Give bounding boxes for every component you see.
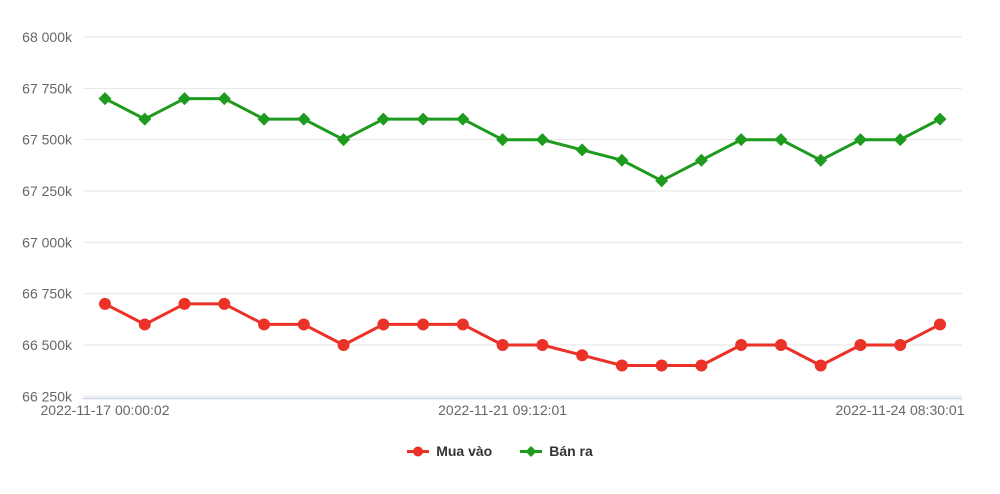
data-point-marker[interactable] [297, 318, 310, 331]
data-point-marker[interactable] [853, 133, 867, 147]
data-point-marker[interactable] [734, 133, 748, 147]
data-point-marker[interactable] [138, 318, 151, 331]
data-point-marker[interactable] [615, 153, 629, 167]
x-axis-tick-label: 2022-11-17 00:00:02 [41, 402, 170, 418]
data-point-marker[interactable] [933, 112, 947, 126]
x-axis-tick-label: 2022-11-21 09:12:01 [438, 402, 567, 418]
data-point-marker[interactable] [376, 112, 390, 126]
data-point-marker[interactable] [934, 318, 946, 331]
data-point-marker[interactable] [377, 318, 390, 331]
data-point-marker[interactable] [138, 112, 152, 126]
legend-item-ban-ra[interactable]: Bán ra [520, 443, 593, 459]
y-axis-tick-label: 66 500k [22, 337, 73, 353]
x-axis-tick-label: 2022-11-24 08:30:01 [836, 402, 965, 418]
data-point-marker[interactable] [576, 349, 589, 362]
legend-label: Mua vào [436, 443, 493, 459]
data-point-marker[interactable] [814, 359, 827, 372]
data-point-marker[interactable] [814, 153, 828, 167]
data-point-marker[interactable] [337, 133, 351, 147]
data-point-marker[interactable] [536, 338, 549, 351]
legend-circle-marker-icon [407, 446, 430, 456]
y-axis-tick-label: 66 250k [22, 388, 73, 404]
series-line-ban-ra [103, 97, 942, 183]
data-point-marker[interactable] [575, 143, 589, 157]
data-point-marker[interactable] [218, 297, 231, 310]
data-point-marker[interactable] [217, 92, 231, 106]
data-point-marker[interactable] [535, 133, 549, 147]
data-point-marker[interactable] [655, 174, 669, 188]
data-point-marker[interactable] [615, 359, 628, 372]
y-axis-tick-label: 67 250k [22, 183, 73, 199]
data-point-marker[interactable] [694, 153, 708, 167]
data-point-marker[interactable] [417, 318, 430, 331]
data-point-marker[interactable] [893, 133, 907, 147]
data-point-marker[interactable] [456, 112, 470, 126]
data-point-marker[interactable] [695, 359, 708, 372]
legend-diamond-marker-icon [520, 445, 543, 457]
data-point-marker[interactable] [297, 112, 311, 126]
data-point-marker[interactable] [456, 318, 469, 331]
data-point-marker[interactable] [774, 338, 787, 351]
legend: Mua vào Bán ra [0, 443, 1000, 459]
data-point-marker[interactable] [99, 297, 111, 310]
data-point-marker[interactable] [735, 338, 748, 351]
data-point-marker[interactable] [774, 133, 788, 147]
data-point-marker[interactable] [98, 92, 112, 106]
data-point-marker[interactable] [178, 297, 191, 310]
data-point-marker[interactable] [258, 318, 271, 331]
data-point-marker[interactable] [496, 338, 509, 351]
legend-label: Bán ra [549, 443, 593, 459]
legend-item-mua-vao[interactable]: Mua vào [407, 443, 492, 459]
data-point-marker[interactable] [337, 338, 350, 351]
y-axis-tick-label: 67 000k [22, 234, 73, 250]
y-axis-tick-label: 68 000k [22, 29, 73, 45]
data-point-marker[interactable] [178, 92, 192, 106]
data-point-marker[interactable] [894, 338, 907, 351]
y-axis-tick-label: 66 750k [22, 286, 73, 302]
series-line-mua-vao [103, 302, 942, 367]
data-point-marker[interactable] [854, 338, 867, 351]
data-point-marker[interactable] [655, 359, 668, 372]
data-point-marker[interactable] [257, 112, 271, 126]
data-point-marker[interactable] [416, 112, 430, 126]
data-point-marker[interactable] [496, 133, 510, 147]
y-axis-tick-label: 67 750k [22, 80, 73, 96]
y-axis-tick-label: 67 500k [22, 132, 73, 148]
